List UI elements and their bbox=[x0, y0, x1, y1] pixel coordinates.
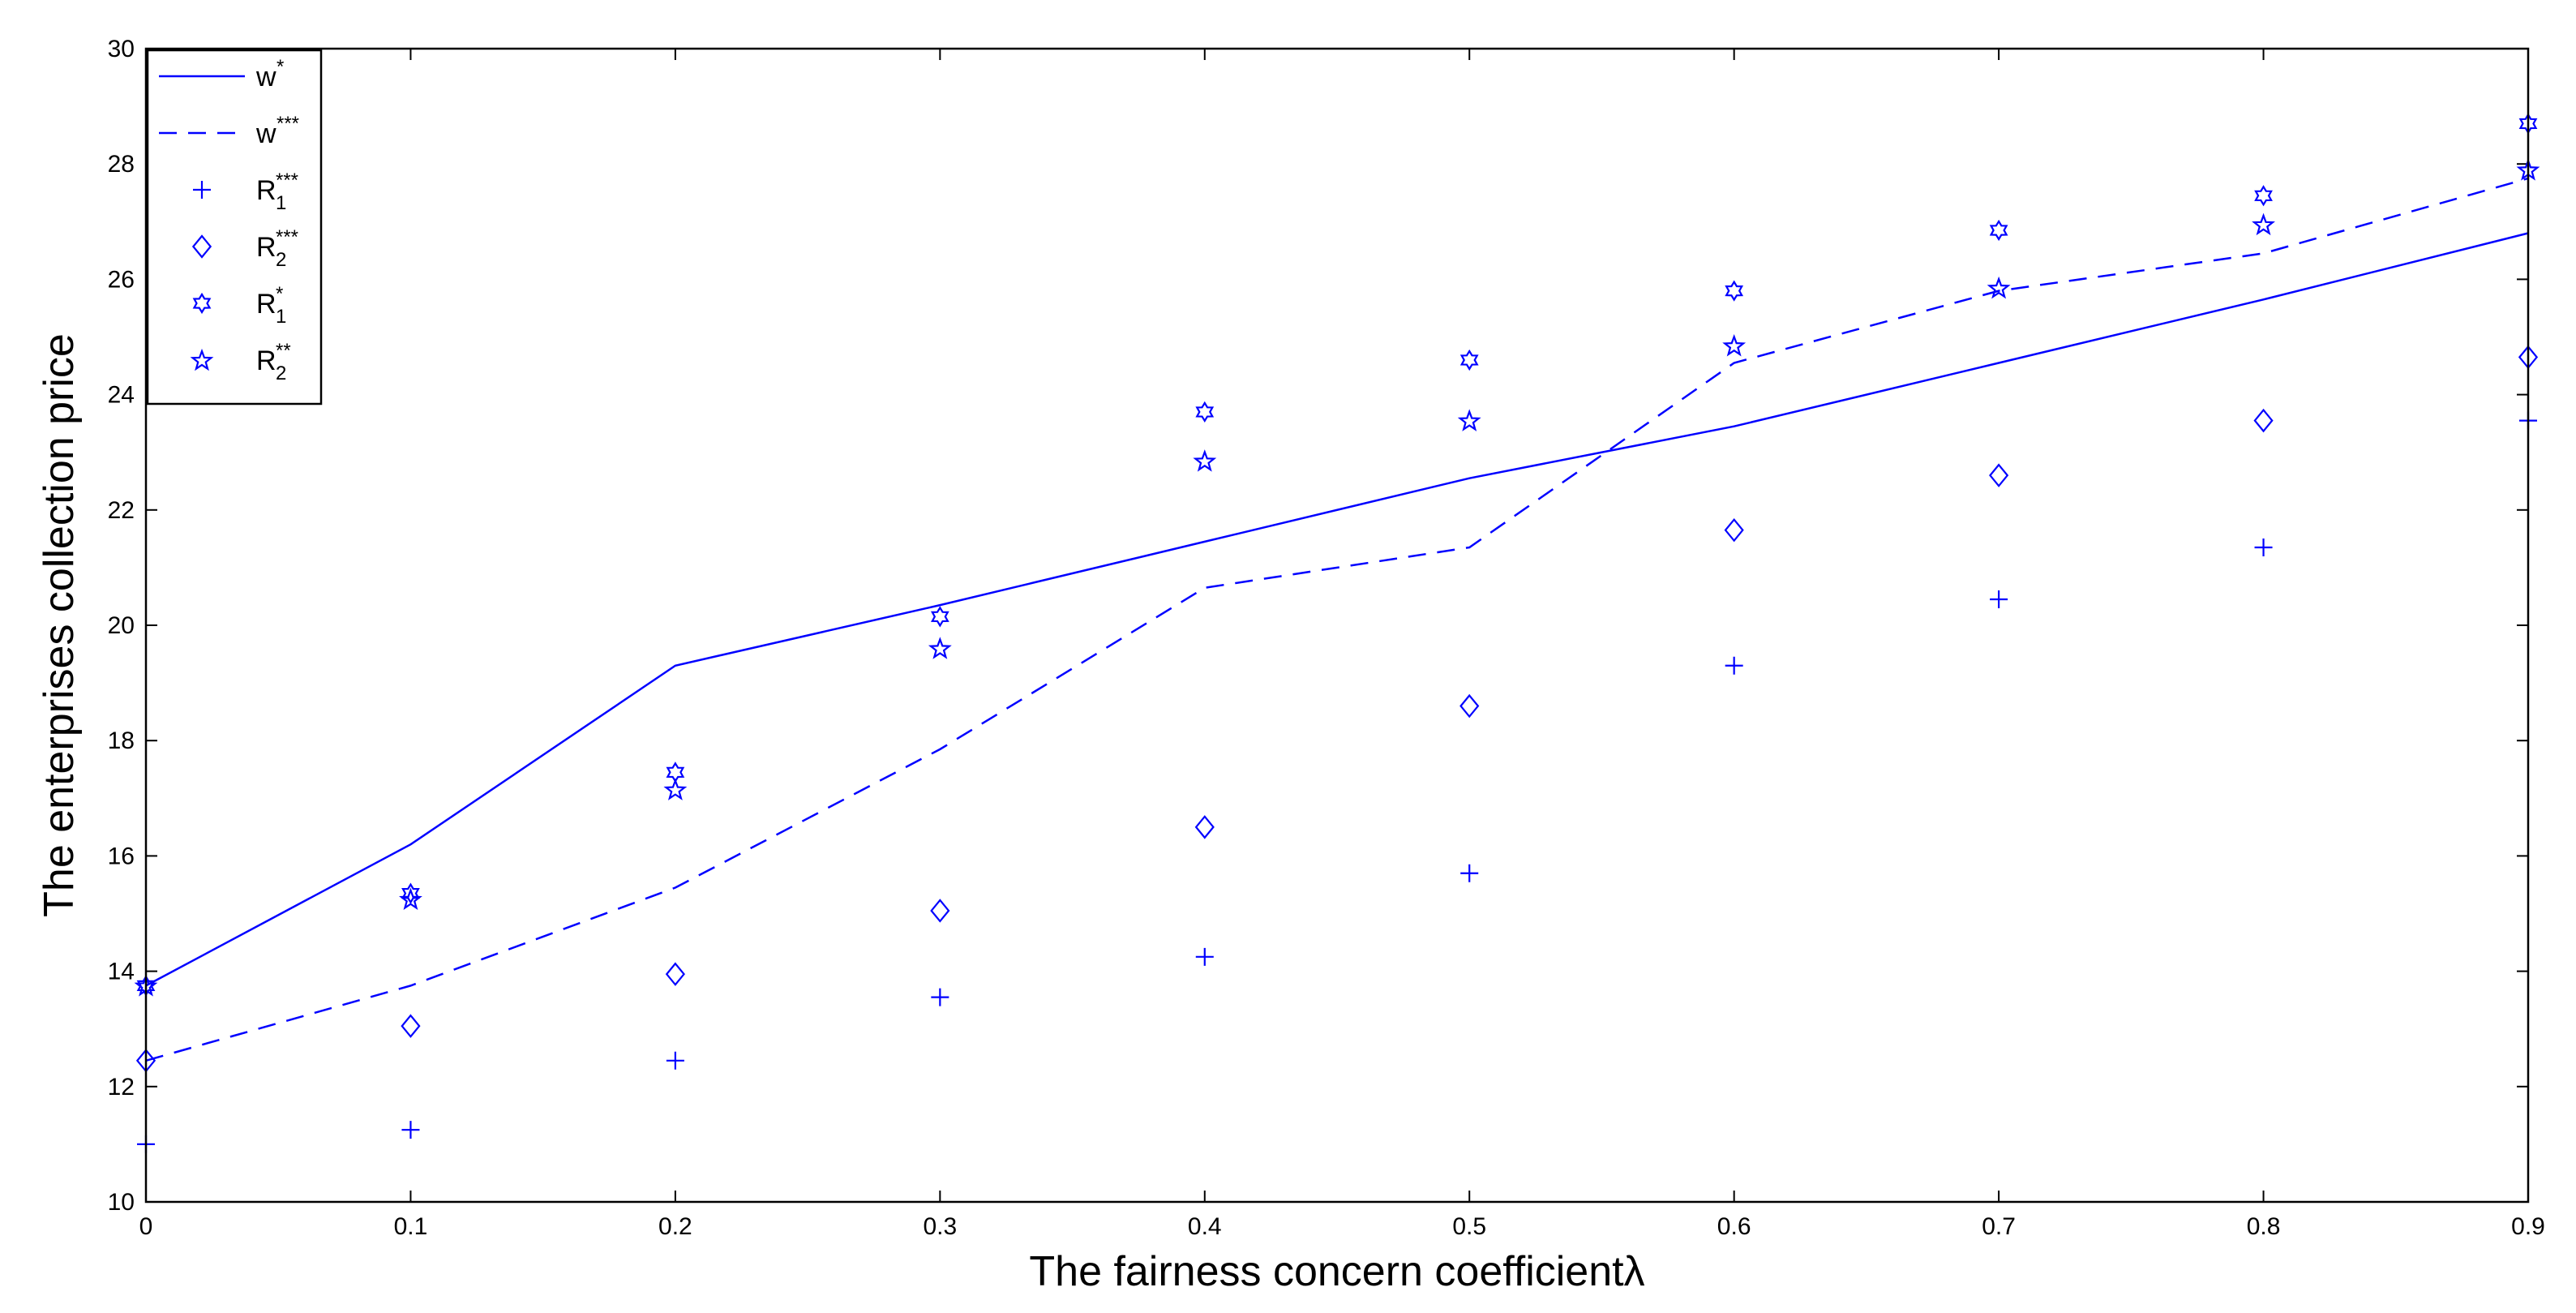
data-point bbox=[1457, 409, 1481, 431]
legend-marker-sample bbox=[191, 234, 212, 259]
data-point bbox=[401, 882, 420, 904]
y-tick-label: 14 bbox=[108, 959, 135, 985]
data-point bbox=[1459, 693, 1480, 719]
legend-marker-sample bbox=[193, 181, 211, 199]
data-point bbox=[1989, 219, 2008, 242]
data-point bbox=[1194, 815, 1215, 839]
legend-label: R*** 2 bbox=[256, 226, 298, 271]
y-tick-label: 18 bbox=[108, 727, 135, 754]
data-point bbox=[930, 899, 950, 923]
data-point bbox=[1990, 590, 2008, 609]
y-tick-label: 16 bbox=[108, 843, 135, 869]
legend-box bbox=[146, 49, 323, 405]
data-point bbox=[2252, 212, 2275, 236]
data-point bbox=[1195, 947, 1214, 966]
y-tick-label: 28 bbox=[108, 151, 135, 178]
x-tick-label: 0.3 bbox=[923, 1213, 957, 1240]
series-line-1 bbox=[145, 177, 2529, 1062]
data-point bbox=[1725, 656, 1743, 675]
series-diamond-marker bbox=[135, 345, 2539, 1073]
data-point bbox=[665, 962, 685, 986]
legend-label: R* 1 bbox=[256, 283, 286, 328]
data-point bbox=[931, 988, 949, 1006]
legend-label: w* bbox=[255, 56, 284, 92]
data-point bbox=[1193, 449, 1217, 472]
y-axis-title: The enterprises collection price bbox=[36, 333, 83, 917]
legend-marker-sample bbox=[190, 348, 214, 371]
legend-marker-sample bbox=[192, 292, 212, 315]
data-point bbox=[1459, 349, 1479, 371]
legend-label: R*** 1 bbox=[256, 169, 298, 214]
x-tick-label: 0.7 bbox=[1982, 1213, 2016, 1240]
x-tick-label: 0.4 bbox=[1188, 1213, 1222, 1240]
tick-group: 0 0.1 0.2 0.3 0.4 0.5 0.6 0.7 0.8 0.9 10 12 14 16 18 20… bbox=[108, 36, 2545, 1240]
y-tick-label: 12 bbox=[108, 1074, 135, 1101]
y-tick-label: 20 bbox=[108, 612, 135, 639]
series-solid-line bbox=[145, 232, 2529, 987]
data-point bbox=[1725, 280, 1744, 302]
legend-label: w*** bbox=[255, 113, 299, 149]
data-point bbox=[1722, 333, 1747, 357]
data-point bbox=[928, 637, 952, 659]
x-tick-label: 0.1 bbox=[394, 1213, 428, 1240]
data-point bbox=[2253, 408, 2274, 433]
data-point bbox=[1195, 401, 1215, 423]
data-point bbox=[1460, 864, 1479, 882]
x-axis-title: The fairness concern coefficientλ bbox=[1029, 1248, 1644, 1295]
data-point bbox=[2254, 185, 2273, 207]
data-point bbox=[663, 778, 688, 800]
y-tick-label: 30 bbox=[108, 36, 135, 62]
legend: w* w*** R*** 1 R*** 2 R* 1 R** 2 bbox=[146, 49, 323, 405]
series-layer bbox=[134, 113, 2540, 1153]
x-tick-label: 0.9 bbox=[2511, 1213, 2545, 1240]
x-tick-label: 0.6 bbox=[1717, 1213, 1751, 1240]
data-point bbox=[2254, 539, 2273, 557]
data-point bbox=[399, 887, 422, 911]
x-tick-label: 0.2 bbox=[658, 1213, 692, 1240]
x-tick-label: 0.8 bbox=[2247, 1213, 2281, 1240]
data-point bbox=[401, 1014, 421, 1038]
y-tick-label: 24 bbox=[108, 382, 135, 409]
series-plus-marker bbox=[137, 411, 2537, 1153]
data-point bbox=[1987, 276, 2011, 299]
data-point bbox=[1724, 517, 1744, 543]
series-dashed-line bbox=[145, 177, 2529, 1062]
x-tick-label: 0 bbox=[139, 1213, 153, 1240]
y-tick-label: 22 bbox=[108, 497, 135, 524]
series-hexagram-marker bbox=[136, 113, 2538, 997]
y-tick-label: 26 bbox=[108, 266, 135, 293]
series-line-0 bbox=[145, 232, 2529, 987]
data-point bbox=[401, 1121, 420, 1139]
data-point bbox=[666, 1051, 684, 1070]
data-point bbox=[1989, 463, 2009, 487]
x-tick-label: 0.5 bbox=[1452, 1213, 1486, 1240]
data-point bbox=[930, 606, 949, 628]
y-tick-label: 10 bbox=[108, 1189, 135, 1216]
plot-frame bbox=[144, 47, 2530, 1204]
legend-label: R** 2 bbox=[256, 340, 291, 384]
plot-area bbox=[146, 49, 2528, 1202]
